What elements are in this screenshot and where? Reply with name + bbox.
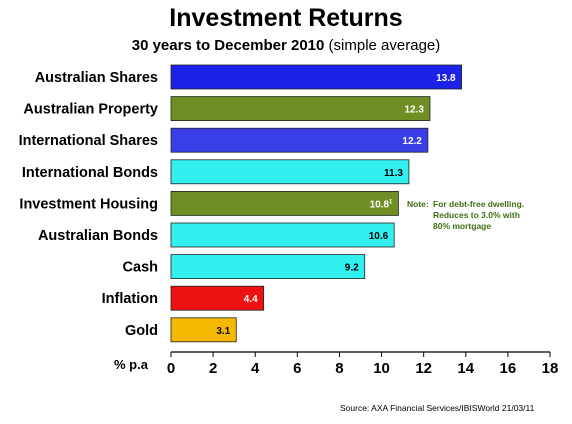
x-tick-label: 6 [293,360,301,377]
bar [170,127,429,153]
bar [170,222,395,248]
data-label: 12.3 [405,105,425,116]
bar [170,190,399,216]
data-label: 11.3 [384,168,403,179]
x-tick-label: 18 [542,360,559,377]
chart-note: Note: For debt-free dwelling. Reduces to 3… [407,199,557,232]
x-tick-label: 8 [335,360,343,377]
bar [170,159,410,185]
bar [170,254,366,280]
note-line-2: Reduces to 3.0% with [433,210,520,220]
x-tick-label: 2 [209,360,217,377]
x-tick-label: 4 [251,360,260,377]
bar [170,64,462,90]
category-label: International Bonds [22,165,158,181]
category-label: Inflation [102,291,158,307]
x-tick-label: 0 [167,360,175,377]
chart-source: Source: AXA Financial Services/IBISWorld… [340,403,535,413]
category-label: Gold [125,323,158,339]
data-label: 10.81 [370,199,393,210]
note-line-1: For debt-free dwelling. [433,199,525,209]
category-label: Australian Bonds [38,228,158,244]
category-label: International Shares [19,133,158,149]
note-line-3: 80% mortgage [433,221,492,231]
subtitle-method: (simple average) [324,37,441,54]
data-label: 12.2 [402,136,422,147]
x-tick-label: 10 [373,360,390,377]
category-label: Investment Housing [19,196,158,212]
x-tick-label: 12 [415,360,432,377]
x-tick-label: 14 [457,360,474,377]
data-label-superscript: 1 [389,199,393,205]
category-label: Cash [123,260,158,276]
category-label: Australian Shares [35,70,158,86]
bar [170,285,265,311]
x-tick-label: 16 [500,360,517,377]
bar [170,317,237,343]
data-label: 4.4 [244,294,258,305]
chart-subtitle: 30 years to December 2010 (simple averag… [0,37,572,54]
data-label: 10.6 [369,231,389,242]
note-label: Note: [407,199,429,209]
data-label: 13.8 [436,73,456,84]
x-axis-label: % p.a [114,357,149,372]
data-label: 9.2 [345,263,359,274]
bar [170,96,431,121]
data-label: 3.1 [216,326,230,337]
chart-title: Investment Returns [169,4,403,32]
subtitle-period: 30 years to December 2010 [131,37,325,54]
category-label: Australian Property [23,102,158,118]
